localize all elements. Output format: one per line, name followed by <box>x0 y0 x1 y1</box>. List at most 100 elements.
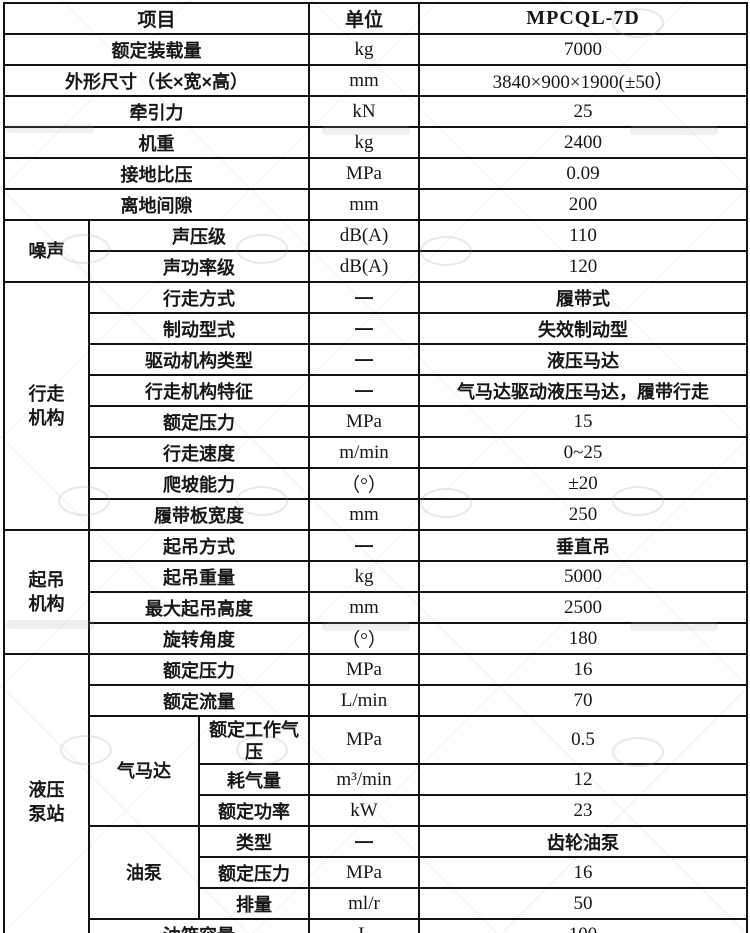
unit-cell: kg <box>308 33 420 66</box>
unit-cell: kN <box>308 95 420 128</box>
value-cell: 180 <box>418 622 748 655</box>
value-cell: 垂直吊 <box>418 529 748 562</box>
item-cell: 额定压力 <box>88 405 310 438</box>
unit-cell: m³/min <box>308 763 420 796</box>
unit-cell: — <box>308 312 420 345</box>
table-row: 额定压力 MPa 16 <box>4 856 748 889</box>
value-cell: 50 <box>418 887 748 920</box>
item-cell: 牵引力 <box>3 95 310 128</box>
value-cell: 7000 <box>418 33 748 66</box>
table-row: 额定流量 L/min 70 <box>4 684 748 717</box>
item-cell: 声压级 <box>88 219 310 252</box>
item-cell: 声功率级 <box>88 250 310 283</box>
item-cell: 行走机构特征 <box>88 374 310 407</box>
unit-cell: MPa <box>308 715 420 765</box>
item-cell: 爬坡能力 <box>88 467 310 500</box>
table-row: 行走机构特征 — 气马达驱动液压马达，履带行走 <box>4 374 748 407</box>
unit-cell: m/min <box>308 436 420 469</box>
value-cell: 0.5 <box>418 715 748 765</box>
value-cell: 2500 <box>418 591 748 624</box>
value-cell: 110 <box>418 219 748 252</box>
item-cell: 行走方式 <box>88 281 310 314</box>
value-cell: 12 <box>418 763 748 796</box>
unit-cell: L <box>308 918 420 933</box>
item-cell: 耗气量 <box>198 763 310 796</box>
item-cell: 接地比压 <box>3 157 310 190</box>
header-model: MPCQL-7D <box>418 2 748 35</box>
item-cell: 排量 <box>198 887 310 920</box>
value-cell: 履带式 <box>418 281 748 314</box>
unit-cell: kg <box>308 126 420 159</box>
value-cell: 23 <box>418 794 748 827</box>
unit-cell: MPa <box>308 856 420 889</box>
header-item: 项目 <box>3 2 310 35</box>
category-cell-noise: 噪声 <box>3 219 90 283</box>
unit-cell: （°） <box>308 467 420 500</box>
item-cell: 外形尺寸（长×宽×高） <box>3 64 310 97</box>
table-row: 油泵 类型 — 齿轮油泵 <box>4 825 748 920</box>
value-cell: 气马达驱动液压马达，履带行走 <box>418 374 748 407</box>
unit-cell: mm <box>308 64 420 97</box>
category-cell-lift: 起吊 机构 <box>3 529 90 655</box>
table-row: 旋转角度 （°） 180 <box>4 622 748 655</box>
value-cell: 16 <box>418 653 748 686</box>
table-row: 行走 机构 行走方式 — 履带式 <box>3 281 748 531</box>
table-row: 履带板宽度 mm 250 <box>4 498 748 531</box>
item-cell: 旋转角度 <box>88 622 310 655</box>
value-cell: 2400 <box>418 126 748 159</box>
item-cell: 额定压力 <box>198 856 310 889</box>
value-cell: 15 <box>418 405 748 438</box>
value-cell: 100 <box>418 918 748 933</box>
value-cell: 5000 <box>418 560 748 593</box>
unit-cell: — <box>308 529 420 562</box>
unit-cell: dB(A) <box>308 219 420 252</box>
table-row: 机重 kg 2400 <box>3 126 748 159</box>
table-row: 制动型式 — 失效制动型 <box>4 312 748 345</box>
table-row: 油箱容量 L 100 <box>4 918 748 933</box>
unit-cell: dB(A) <box>308 250 420 283</box>
item-cell: 额定装载量 <box>3 33 310 66</box>
table-row: 额定装载量 kg 7000 <box>3 33 748 66</box>
unit-cell: kW <box>308 794 420 827</box>
unit-cell: ml/r <box>308 887 420 920</box>
item-cell: 履带板宽度 <box>88 498 310 531</box>
table-row: 额定压力 MPa 15 <box>4 405 748 438</box>
subcategory-cell-air-motor: 气马达 <box>88 715 200 827</box>
table-row: 耗气量 m³/min 12 <box>4 763 748 796</box>
unit-cell: L/min <box>308 684 420 717</box>
unit-cell: kg <box>308 560 420 593</box>
table-row: 声功率级 dB(A) 120 <box>4 250 748 283</box>
item-cell: 离地间隙 <box>3 188 310 221</box>
table-row: 起吊 机构 起吊方式 — 垂直吊 <box>3 529 748 655</box>
item-cell: 最大起吊高度 <box>88 591 310 624</box>
value-cell: 25 <box>418 95 748 128</box>
header-unit: 单位 <box>308 2 420 35</box>
table-row: 噪声 声压级 dB(A) 110 <box>3 219 748 283</box>
unit-cell: MPa <box>308 405 420 438</box>
value-cell: 70 <box>418 684 748 717</box>
table-row: 离地间隙 mm 200 <box>3 188 748 221</box>
value-cell: 液压马达 <box>418 343 748 376</box>
unit-cell: MPa <box>308 653 420 686</box>
unit-cell: （°） <box>308 622 420 655</box>
unit-cell: — <box>308 374 420 407</box>
value-cell: 0~25 <box>418 436 748 469</box>
table-row: 接地比压 MPa 0.09 <box>3 157 748 190</box>
value-cell: ±20 <box>418 467 748 500</box>
value-cell: 16 <box>418 856 748 889</box>
item-cell: 额定功率 <box>198 794 310 827</box>
value-cell: 失效制动型 <box>418 312 748 345</box>
unit-cell: — <box>308 281 420 314</box>
value-cell: 200 <box>418 188 748 221</box>
table-row: 气马达 额定工作气压 MPa 0.5 <box>4 715 748 827</box>
unit-cell: mm <box>308 188 420 221</box>
item-cell: 额定流量 <box>88 684 310 717</box>
item-cell: 类型 <box>198 825 310 858</box>
subcategory-cell-oil-pump: 油泵 <box>88 825 200 920</box>
table-row: 额定功率 kW 23 <box>4 794 748 827</box>
value-cell: 3840×900×1900(±50） <box>418 64 748 97</box>
table-row: 外形尺寸（长×宽×高） mm 3840×900×1900(±50） <box>3 64 748 97</box>
unit-cell: mm <box>308 498 420 531</box>
unit-cell: — <box>308 343 420 376</box>
value-cell: 250 <box>418 498 748 531</box>
